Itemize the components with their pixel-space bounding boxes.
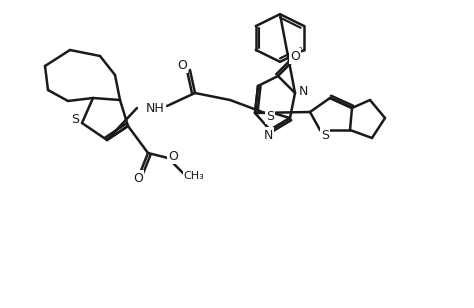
- Text: NH: NH: [146, 102, 164, 115]
- Text: S: S: [266, 110, 274, 123]
- Text: S: S: [71, 112, 79, 125]
- Text: N: N: [298, 84, 308, 98]
- Text: O: O: [168, 149, 178, 163]
- Text: O: O: [177, 59, 187, 71]
- Text: S: S: [321, 128, 329, 141]
- Text: CH₃: CH₃: [183, 171, 204, 181]
- Text: N: N: [264, 128, 273, 141]
- Text: O: O: [133, 172, 143, 184]
- Text: O: O: [290, 50, 300, 63]
